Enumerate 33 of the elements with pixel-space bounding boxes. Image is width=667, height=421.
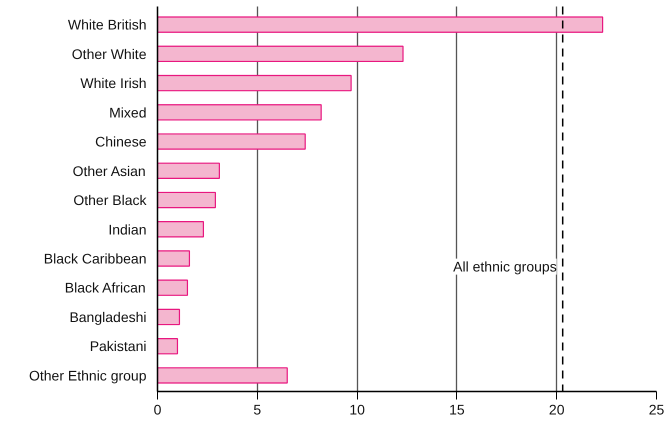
bar <box>158 367 288 384</box>
y-tick-label: Other Black <box>73 192 148 208</box>
x-tick-label: 15 <box>449 402 465 418</box>
y-tick-label: White Irish <box>80 75 146 92</box>
y-tick-label: Black Caribbean <box>44 250 147 266</box>
y-tick-label: Pakistani <box>90 338 147 354</box>
bar <box>158 338 178 354</box>
y-tick-label: Other White <box>72 46 147 62</box>
bar <box>158 221 204 238</box>
x-tick-label: 10 <box>349 402 366 418</box>
x-tick-label: 5 <box>253 402 262 418</box>
bar <box>158 250 190 267</box>
bar <box>158 104 322 121</box>
bar <box>158 133 306 150</box>
bar <box>158 16 604 33</box>
bar <box>158 280 188 296</box>
x-tick-label: 25 <box>648 402 664 418</box>
bar <box>158 46 404 62</box>
x-tick-label: 20 <box>548 402 565 418</box>
y-tick-label: Indian <box>108 221 147 238</box>
y-tick-label: Other Ethnic group <box>28 367 147 384</box>
bar <box>158 192 216 208</box>
bar <box>158 308 180 326</box>
x-tick-label: 0 <box>154 402 162 418</box>
ref-line-label: All ethnic groups <box>453 258 557 275</box>
y-tick-label: Chinese <box>95 134 147 150</box>
bar <box>158 162 220 179</box>
bar <box>158 74 352 92</box>
y-tick-label: Black African <box>64 280 146 296</box>
y-tick-label: Bangladeshi <box>69 308 146 325</box>
y-tick-label: Mixed <box>109 104 147 120</box>
y-tick-label: White British <box>68 16 147 33</box>
y-tick-label: Other Asian <box>72 162 146 179</box>
